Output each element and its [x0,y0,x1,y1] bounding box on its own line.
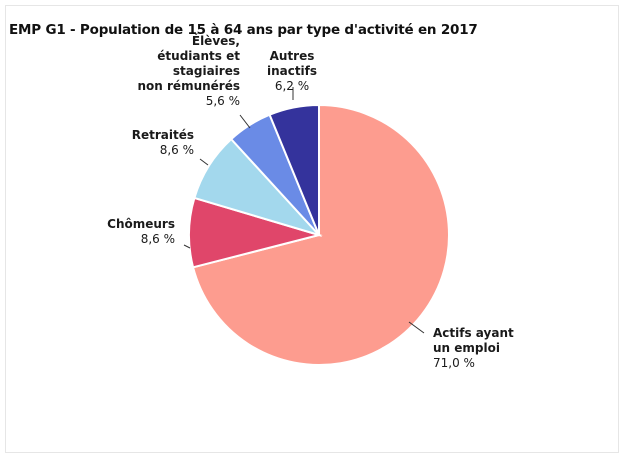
slice-label-name: Retraités [132,128,194,142]
slice-label-name: étudiants et [157,49,240,63]
leader-line [183,244,191,249]
pie-slice [268,103,320,236]
slice-value-label: 6,2 % [275,79,309,93]
slice-value-label: 8,6 % [160,143,194,157]
slice-value-label: 5,6 % [206,94,240,108]
slice-label-name: inactifs [267,64,317,78]
slice-label-name: stagiaires [173,64,240,78]
slice-label: Élèves, étudiants et stagiaires non rémunér… [138,33,241,108]
leader-line [239,114,251,129]
slice-label-name: Actifs ayant [433,326,514,340]
slice-label-name: non rémunérés [138,79,241,93]
slice-label: Chômeurs 8,6 % [107,217,175,246]
slice-value-label: 71,0 % [433,356,475,370]
leader-line [408,321,425,334]
slice-label-name: un emploi [433,341,500,355]
slice-label-name: Chômeurs [107,217,175,231]
slice-label: Retraités 8,6 % [132,128,194,157]
slice-label-name: Élèves, [192,33,240,48]
slice-label: Actifs ayant un emploi 71,0 % [433,326,514,370]
chart-title: EMP G1 - Population de 15 à 64 ans par t… [9,22,478,38]
slice-value-label: 8,6 % [141,232,175,246]
slice-label: Autres inactifs 6,2 % [267,49,317,93]
slice-label-name: Autres [270,49,315,63]
leader-line [199,158,209,166]
